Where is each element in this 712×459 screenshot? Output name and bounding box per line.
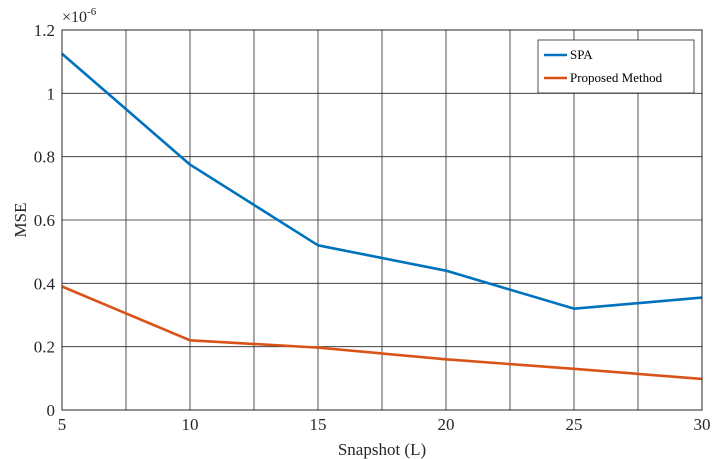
x-tick-label: 5 xyxy=(58,415,67,434)
series-lines xyxy=(61,52,703,381)
y-tick-label: 0.2 xyxy=(34,338,55,357)
x-tick-label: 25 xyxy=(566,415,583,434)
legend-label-proposed-method: Proposed Method xyxy=(570,70,663,85)
series-line-proposed-method xyxy=(61,285,703,381)
y-axis-label: MSE xyxy=(11,203,30,238)
x-tick-label: 20 xyxy=(438,415,455,434)
series-line-spa xyxy=(61,52,703,310)
x-tick-label: 30 xyxy=(694,415,711,434)
y-tick-label: 0.4 xyxy=(34,274,56,293)
x-axis-label: Snapshot (L) xyxy=(338,440,426,459)
y-ticks: 0 0.2 0.4 0.6 0.8 1 1.2 xyxy=(34,21,56,420)
legend-box xyxy=(537,39,695,94)
legend: SPA Proposed Method xyxy=(537,39,695,94)
y-tick-label: 0 xyxy=(47,401,56,420)
x-tick-label: 15 xyxy=(310,415,327,434)
y-tick-label: 1 xyxy=(47,84,56,103)
x-ticks: 5 10 15 20 25 30 xyxy=(58,415,711,434)
plot-frame xyxy=(61,29,703,411)
y-tick-label: 0.8 xyxy=(34,148,55,167)
y-tick-label: 0.6 xyxy=(34,211,55,230)
x-tick-label: 10 xyxy=(182,415,199,434)
legend-label-spa: SPA xyxy=(570,47,593,62)
y-tick-label: 1.2 xyxy=(34,21,55,40)
y-multiplier-exponent: -6 xyxy=(87,6,97,18)
y-multiplier: ×10-6 xyxy=(62,6,97,26)
